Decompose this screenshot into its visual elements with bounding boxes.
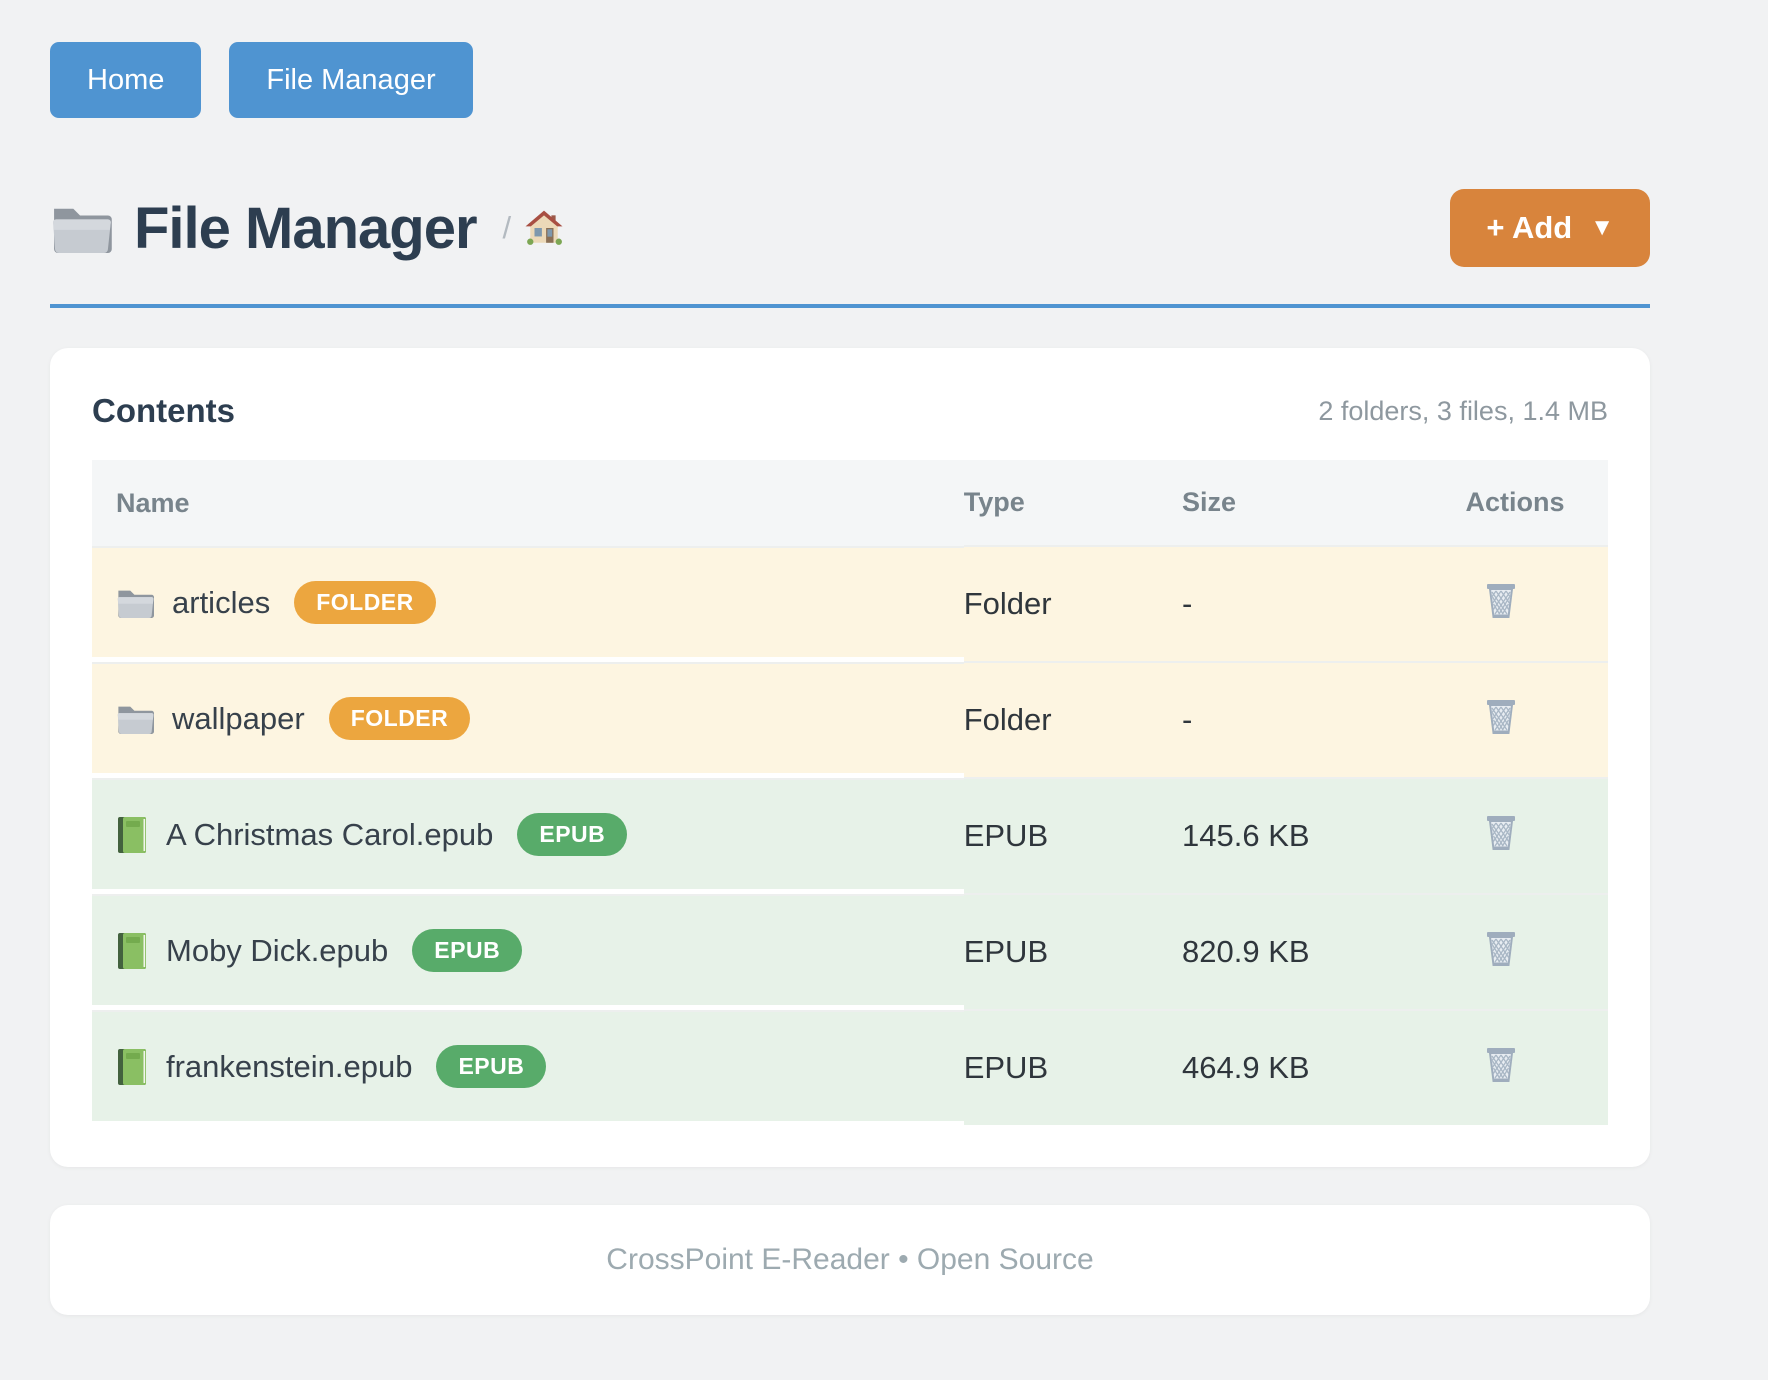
column-header-type: Type bbox=[963, 460, 1182, 546]
type-cell: EPUB bbox=[963, 777, 1182, 894]
actions-cell bbox=[1465, 893, 1608, 1010]
wastebasket-icon bbox=[1483, 928, 1519, 968]
actions-cell bbox=[1465, 545, 1608, 662]
page-title-group: File Manager / bbox=[50, 195, 563, 262]
type-cell: EPUB bbox=[963, 1009, 1182, 1125]
footer-text: CrossPoint E-Reader • Open Source bbox=[606, 1243, 1094, 1276]
wastebasket-icon bbox=[1483, 696, 1519, 736]
folder-icon bbox=[116, 703, 154, 734]
book-icon bbox=[116, 816, 148, 854]
size-cell: 820.9 KB bbox=[1182, 893, 1466, 1010]
wastebasket-icon bbox=[1483, 580, 1519, 620]
table-row: wallpaper FOLDER Folder - bbox=[92, 661, 1608, 778]
size-cell: - bbox=[1182, 661, 1466, 778]
breadcrumb: / bbox=[503, 209, 564, 247]
delete-button[interactable] bbox=[1483, 928, 1519, 968]
file-type-badge: FOLDER bbox=[294, 581, 436, 624]
home-button[interactable]: Home bbox=[50, 42, 202, 118]
contents-summary: 2 folders, 3 files, 1.4 MB bbox=[1318, 395, 1608, 426]
size-cell: 464.9 KB bbox=[1182, 1009, 1466, 1125]
table-row: articles FOLDER Folder - bbox=[92, 545, 1608, 662]
name-cell: Moby Dick.epub EPUB bbox=[92, 894, 964, 1005]
delete-button[interactable] bbox=[1483, 696, 1519, 736]
type-cell: Folder bbox=[963, 661, 1182, 778]
delete-button[interactable] bbox=[1483, 1044, 1519, 1084]
title-underline bbox=[50, 304, 1650, 308]
name-cell: A Christmas Carol.epub EPUB bbox=[92, 778, 964, 889]
column-header-actions: Actions bbox=[1465, 460, 1608, 546]
page: Home File Manager File Manager / bbox=[50, 42, 1650, 1315]
book-icon bbox=[116, 1048, 148, 1086]
name-cell: frankenstein.epub EPUB bbox=[92, 1010, 964, 1121]
file-type-badge: FOLDER bbox=[328, 697, 471, 740]
file-name-link[interactable]: articles bbox=[172, 584, 271, 620]
card-title: Contents bbox=[92, 392, 235, 429]
file-name-link[interactable]: frankenstein.epub bbox=[166, 1048, 413, 1084]
table-row: Moby Dick.epub EPUB EPUB 820.9 KB bbox=[92, 893, 1608, 1010]
type-cell: Folder bbox=[963, 545, 1182, 662]
file-name-link[interactable]: Moby Dick.epub bbox=[166, 932, 389, 968]
column-header-size: Size bbox=[1182, 460, 1466, 546]
page-title: File Manager bbox=[134, 195, 478, 261]
name-cell: articles FOLDER bbox=[92, 546, 964, 657]
home-icon[interactable] bbox=[525, 209, 563, 247]
contents-card: Contents 2 folders, 3 files, 1.4 MB Name… bbox=[50, 348, 1650, 1167]
wastebasket-icon bbox=[1483, 812, 1519, 852]
file-manager-button[interactable]: File Manager bbox=[229, 42, 473, 118]
table-row: frankenstein.epub EPUB EPUB 464.9 KB bbox=[92, 1009, 1608, 1125]
file-table-body: articles FOLDER Folder - bbox=[92, 545, 1608, 1125]
folder-icon bbox=[116, 587, 154, 618]
wastebasket-icon bbox=[1483, 1044, 1519, 1084]
folder-icon bbox=[50, 203, 112, 253]
delete-button[interactable] bbox=[1483, 580, 1519, 620]
actions-cell bbox=[1465, 777, 1608, 894]
add-button[interactable]: + Add ▼ bbox=[1450, 189, 1650, 267]
actions-cell bbox=[1465, 1009, 1608, 1125]
file-table: Name Type Size Actions bbox=[92, 460, 1608, 1125]
top-nav: Home File Manager bbox=[50, 42, 1650, 118]
add-button-label: + Add bbox=[1486, 210, 1573, 245]
file-type-badge: EPUB bbox=[436, 1045, 547, 1088]
table-row: A Christmas Carol.epub EPUB EPUB 145.6 K… bbox=[92, 777, 1608, 894]
size-cell: 145.6 KB bbox=[1182, 777, 1466, 894]
file-type-badge: EPUB bbox=[517, 813, 628, 856]
table-header-row: Name Type Size Actions bbox=[92, 460, 1608, 546]
name-cell: wallpaper FOLDER bbox=[92, 662, 964, 773]
type-cell: EPUB bbox=[963, 893, 1182, 1010]
breadcrumb-separator: / bbox=[502, 210, 512, 245]
delete-button[interactable] bbox=[1483, 812, 1519, 852]
chevron-down-icon: ▼ bbox=[1590, 214, 1614, 241]
page-header: File Manager / + A bbox=[50, 188, 1650, 268]
size-cell: - bbox=[1182, 545, 1466, 662]
book-icon bbox=[116, 932, 148, 970]
file-name-link[interactable]: A Christmas Carol.epub bbox=[166, 816, 494, 852]
page-footer: CrossPoint E-Reader • Open Source bbox=[50, 1205, 1650, 1315]
column-header-name: Name bbox=[92, 460, 964, 546]
actions-cell bbox=[1465, 661, 1608, 778]
file-type-badge: EPUB bbox=[412, 929, 523, 972]
file-name-link[interactable]: wallpaper bbox=[172, 700, 305, 736]
card-header: Contents 2 folders, 3 files, 1.4 MB bbox=[92, 392, 1608, 430]
